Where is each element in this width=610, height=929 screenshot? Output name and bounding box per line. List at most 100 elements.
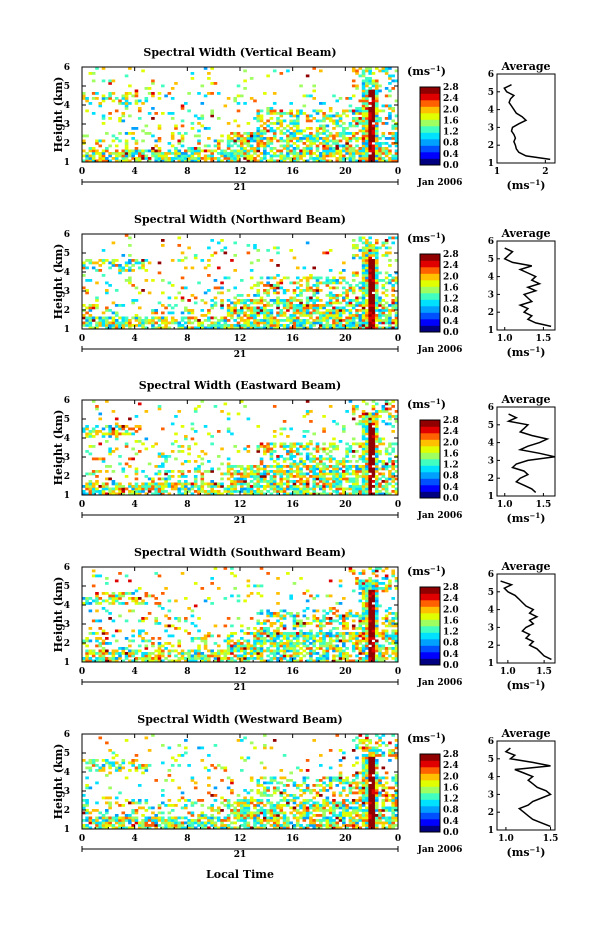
heatmap-cell xyxy=(213,157,218,160)
heatmap-cell xyxy=(177,132,182,135)
heatmap-cell xyxy=(272,480,277,483)
heatmap-cell xyxy=(167,475,172,478)
heatmap-cell xyxy=(170,134,175,138)
heatmap-cell xyxy=(289,614,293,618)
heatmap-cell xyxy=(305,465,310,468)
heatmap-cell xyxy=(381,69,386,73)
heatmap-cell xyxy=(335,314,340,317)
heatmap-cell xyxy=(391,289,396,292)
heatmap-cell xyxy=(88,279,93,282)
heatmap-cell xyxy=(131,157,135,160)
heatmap-cell xyxy=(164,657,168,660)
heatmap-cell xyxy=(259,659,264,663)
heatmap-cell xyxy=(295,286,300,290)
heatmap-cell xyxy=(85,259,89,262)
heatmap-cell xyxy=(299,624,303,628)
heatmap-cell xyxy=(134,430,139,433)
colorbar-unit-exponent: −1 xyxy=(430,231,441,240)
colorbar-segment xyxy=(420,113,440,120)
heatmap-cell xyxy=(108,594,112,598)
heatmap-cell xyxy=(365,246,369,250)
heatmap-cell xyxy=(332,477,336,481)
heatmap-cell xyxy=(105,157,109,160)
heatmap-cell xyxy=(312,465,317,468)
heatmap-cell xyxy=(240,311,244,315)
heatmap-cell xyxy=(167,659,172,663)
heatmap-cell xyxy=(391,306,396,310)
heatmap-cell xyxy=(371,447,376,451)
heatmap-cell xyxy=(302,430,307,433)
heatmap-cell xyxy=(276,112,280,115)
heatmap-cell xyxy=(358,415,363,418)
heatmap-cell xyxy=(124,152,129,155)
heatmap-cell xyxy=(226,306,231,310)
heatmap-cell xyxy=(246,142,251,145)
heatmap-cell xyxy=(282,617,287,620)
heatmap-cell xyxy=(121,467,126,471)
heatmap-cell xyxy=(309,144,313,148)
heatmap-cell xyxy=(358,256,363,260)
heatmap-cell xyxy=(170,634,175,638)
heatmap-cell xyxy=(384,149,389,153)
y-tick-label: 5 xyxy=(64,82,70,92)
heatmap-cell xyxy=(338,487,343,491)
heatmap-cell xyxy=(223,246,228,250)
heatmap-cell xyxy=(302,614,307,618)
heatmap-cell xyxy=(226,647,231,650)
heatmap-cell xyxy=(319,324,323,327)
heatmap-cell xyxy=(289,159,293,163)
heatmap-cell xyxy=(358,490,363,493)
heatmap-cell xyxy=(193,475,198,478)
colorbar-tick-label: 1.6 xyxy=(443,449,459,459)
heatmap-cell xyxy=(95,657,99,660)
heatmap-cell xyxy=(332,309,336,312)
heatmap-cell xyxy=(309,286,313,290)
heatmap-cell xyxy=(141,599,145,603)
heatmap-cell xyxy=(197,652,201,655)
heatmap-cell xyxy=(282,472,287,476)
heatmap-cell xyxy=(279,642,284,645)
heatmap-cell xyxy=(131,492,135,496)
heatmap-cell xyxy=(355,647,359,650)
heatmap-cell xyxy=(256,634,261,638)
heatmap-cell xyxy=(259,109,264,113)
heatmap-cell xyxy=(342,654,346,658)
heatmap-cell xyxy=(134,452,139,456)
heatmap-cell xyxy=(216,117,221,120)
heatmap-cell xyxy=(319,124,323,128)
heatmap-cell xyxy=(243,490,247,493)
heatmap-cell xyxy=(374,139,379,143)
heatmap-cell xyxy=(266,480,270,483)
heatmap-cell xyxy=(91,654,96,658)
heatmap-cell xyxy=(88,597,93,600)
heatmap-cell xyxy=(200,259,205,262)
heatmap-cell xyxy=(177,482,182,486)
heatmap-cell xyxy=(368,430,372,433)
heatmap-cell xyxy=(151,279,155,282)
heatmap-cell xyxy=(190,437,195,441)
heatmap-cell xyxy=(361,450,366,453)
heatmap-cell xyxy=(328,294,333,297)
heatmap-cell xyxy=(361,127,366,130)
heatmap-cell xyxy=(85,644,89,648)
heatmap-cell xyxy=(295,612,300,615)
heatmap-cell xyxy=(368,321,372,325)
heatmap-cell xyxy=(263,291,267,295)
heatmap-cell xyxy=(210,304,214,307)
heatmap-cell xyxy=(207,259,211,262)
heatmap-cell xyxy=(184,321,188,325)
heatmap-cell xyxy=(325,485,330,488)
heatmap-cell xyxy=(174,415,178,418)
heatmap-cell xyxy=(147,490,152,493)
heatmap-cell xyxy=(342,299,346,302)
heatmap-cell xyxy=(207,326,211,330)
heatmap-cell xyxy=(190,294,195,297)
heatmap-cell xyxy=(269,637,274,640)
heatmap-cell xyxy=(312,142,317,145)
heatmap-cell xyxy=(82,490,86,493)
heatmap-cell xyxy=(249,314,254,317)
heatmap-cell xyxy=(105,291,109,295)
heatmap-cell xyxy=(216,324,221,327)
heatmap-cell xyxy=(137,629,142,633)
